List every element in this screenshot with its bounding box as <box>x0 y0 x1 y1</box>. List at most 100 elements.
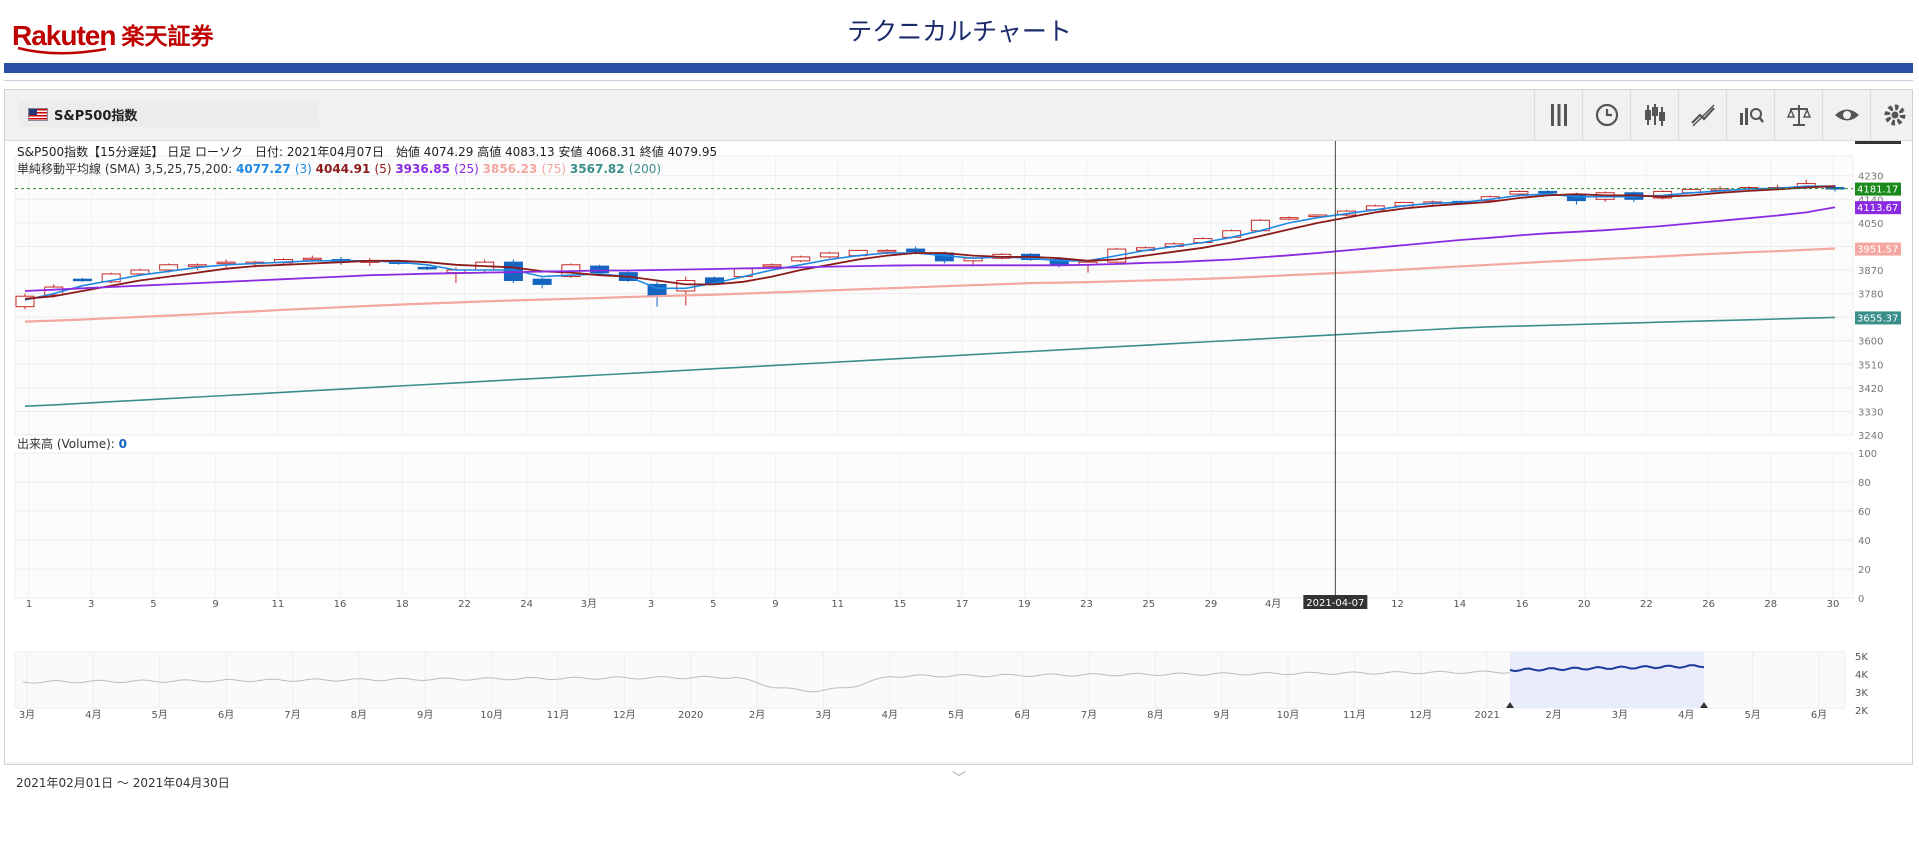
x-tick-label: 17 <box>956 599 969 610</box>
price-tick-label: 3780 <box>1858 290 1883 301</box>
candle-body <box>1280 218 1298 220</box>
x-tick-label: 22 <box>1640 599 1653 610</box>
candle-body <box>533 279 551 284</box>
x-tick-label: 15 <box>894 599 907 610</box>
eye-icon <box>1833 101 1861 129</box>
price-chart-svg[interactable]: 3240333034203510360036903780387039604050… <box>5 141 1912 762</box>
x-tick-label: 16 <box>1516 599 1529 610</box>
x-tick-label: 3 <box>648 599 654 610</box>
x-tick-label: 26 <box>1702 599 1715 610</box>
sma-legend-period: (3) <box>295 162 316 176</box>
bars-tool-button[interactable] <box>1534 90 1583 140</box>
chart-area[interactable]: 3240333034203510360036903780387039604050… <box>5 141 1912 762</box>
sma-legend-period: (200) <box>629 162 661 176</box>
navigator-x-label: 3月 <box>19 709 35 721</box>
candle-body <box>160 265 178 270</box>
us-flag-icon <box>28 108 48 121</box>
navigator-x-label: 2021 <box>1474 710 1499 721</box>
candle-body <box>878 250 896 252</box>
navigator-x-label: 7月 <box>284 709 300 721</box>
sma-legend-period: (75) <box>541 162 569 176</box>
navigator-x-label: 6月 <box>1014 709 1030 721</box>
compare-tool-button[interactable] <box>1774 90 1823 140</box>
x-tick-label: 19 <box>1018 599 1031 610</box>
candle-body <box>73 279 91 281</box>
symbol-selector[interactable]: S&P500指数 <box>19 101 319 127</box>
x-tick-label: 25 <box>1142 599 1155 610</box>
sma-legend-period: (5) <box>375 162 396 176</box>
candle-body <box>131 270 149 274</box>
x-tick-label: 4月 <box>1265 598 1281 610</box>
sma-legend-label: 単純移動平均線 (SMA) 3,5,25,75,200: <box>17 161 236 176</box>
navigator-range-label: 2021年02月01日 ～ 2021年04月30日 <box>16 774 230 791</box>
chart-type-button[interactable] <box>1630 90 1679 140</box>
x-tick-label: 3 <box>88 599 94 610</box>
candlestick-icon <box>1641 101 1669 129</box>
candle-body <box>1539 191 1557 193</box>
gear-icon <box>1881 101 1909 129</box>
navigator-x-label: 3月 <box>1612 709 1628 721</box>
header-band <box>4 63 1913 73</box>
price-badge-label: 4113.67 <box>1857 203 1898 214</box>
volume-tick-label: 40 <box>1858 536 1871 547</box>
sma-legend: 単純移動平均線 (SMA) 3,5,25,75,200: 4077.27 (3)… <box>17 161 661 176</box>
navigator-x-label: 6月 <box>1811 709 1827 721</box>
price-badge-label: 4305.35 <box>1857 141 1898 144</box>
volume-tick-label: 20 <box>1858 565 1871 576</box>
navigator-x-label: 4月 <box>882 709 898 721</box>
price-badge-label: 3655.37 <box>1857 313 1898 324</box>
x-tick-label: 30 <box>1827 599 1840 610</box>
clock-icon <box>1593 101 1621 129</box>
navigator-x-label: 8月 <box>1147 709 1163 721</box>
candle-body <box>907 249 925 252</box>
navigator-x-label: 2020 <box>678 710 703 721</box>
volume-tick-label: 100 <box>1858 449 1877 460</box>
volume-legend: 出来高 (Volume): 0 <box>17 436 127 451</box>
volume-tick-label: 0 <box>1858 594 1864 605</box>
navigator-x-label: 2月 <box>1545 709 1561 721</box>
x-tick-label: 1 <box>26 599 32 610</box>
x-tick-label: 5 <box>150 599 156 610</box>
navigator-x-label: 4月 <box>1678 709 1694 721</box>
navigator-y-label: 2K <box>1855 706 1868 717</box>
drawing-tool-button[interactable] <box>1678 90 1727 140</box>
candle-body <box>1510 191 1528 194</box>
symbol-label: S&P500指数 <box>54 105 137 124</box>
page-title: テクニカルチャート <box>0 12 1919 48</box>
price-tick-label: 4050 <box>1858 219 1883 230</box>
sma-legend-value: 4044.91 <box>316 162 375 176</box>
navigator-x-label: 9月 <box>417 709 433 721</box>
volume-pane <box>15 453 1853 598</box>
view-tool-button[interactable] <box>1822 90 1871 140</box>
navigator-x-label: 2月 <box>749 709 765 721</box>
navigator-x-label: 8月 <box>351 709 367 721</box>
navigator-x-label: 12月 <box>613 709 636 721</box>
x-tick-label: 11 <box>271 599 284 610</box>
candle-body <box>792 257 810 261</box>
price-tick-label: 3330 <box>1858 407 1883 418</box>
volume-legend-value: 0 <box>119 437 127 451</box>
navigator-x-label: 4月 <box>85 709 101 721</box>
indicator-tool-button[interactable] <box>1726 90 1775 140</box>
trend-line-icon <box>1689 101 1717 129</box>
period-tool-button[interactable] <box>1582 90 1631 140</box>
x-tick-label: 11 <box>831 599 844 610</box>
x-tick-label: 9 <box>772 599 778 610</box>
sma-legend-value: 3856.23 <box>483 162 542 176</box>
navigator-x-label: 5月 <box>1744 709 1760 721</box>
navigator-x-label: 7月 <box>1081 709 1097 721</box>
chart-search-icon <box>1737 101 1765 129</box>
navigator-x-label: 6月 <box>218 709 234 721</box>
x-tick-label: 5 <box>710 599 716 610</box>
collapse-chevron-icon[interactable]: ﹀ <box>952 768 966 788</box>
navigator-y-label: 3K <box>1855 688 1868 699</box>
sma-legend-period: (25) <box>454 162 482 176</box>
x-tick-label: 29 <box>1205 599 1218 610</box>
x-tick-label: 18 <box>396 599 409 610</box>
x-tick-label: 14 <box>1453 599 1466 610</box>
settings-button[interactable] <box>1870 90 1919 140</box>
price-badge-label: 3951.57 <box>1857 245 1898 256</box>
scale-icon <box>1785 101 1813 129</box>
price-tick-label: 3420 <box>1858 384 1883 395</box>
navigator-y-label: 5K <box>1855 652 1868 663</box>
